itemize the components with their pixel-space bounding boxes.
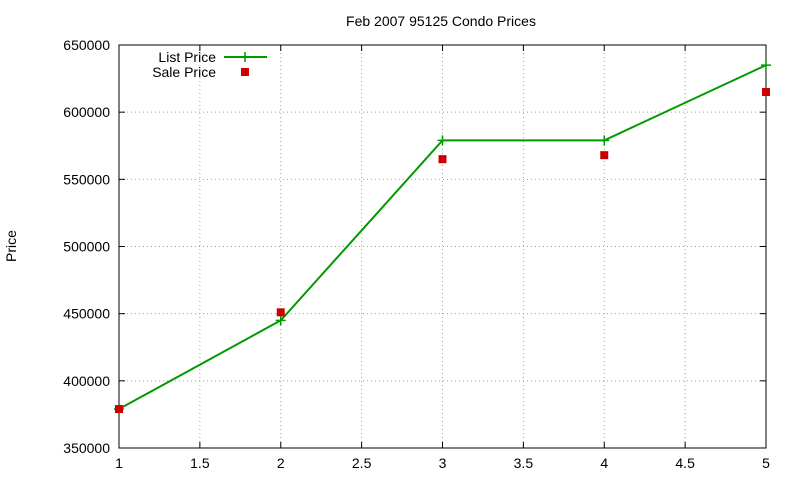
x-tick-label: 1.5 — [190, 455, 210, 471]
sale-price-point — [438, 155, 447, 164]
y-tick-label: 450000 — [63, 306, 110, 322]
x-tick-label: 4.5 — [675, 455, 695, 471]
legend-label: List Price — [158, 49, 216, 65]
chart-title: Feb 2007 95125 Condo Prices — [346, 13, 536, 29]
sale-price-point — [600, 151, 609, 160]
y-tick-label: 500000 — [63, 239, 110, 255]
y-tick-label: 400000 — [63, 373, 110, 389]
sale-price-point — [115, 405, 123, 414]
x-tick-label: 3.5 — [514, 455, 534, 471]
y-tick-label: 650000 — [63, 37, 110, 53]
x-tick-label: 4 — [600, 455, 608, 471]
list-price-point — [599, 135, 610, 146]
legend-square-swatch — [241, 68, 249, 76]
list-price-point — [437, 135, 448, 146]
plot-frame — [118, 44, 767, 449]
legend-cross-swatch — [240, 52, 250, 62]
x-tick-label: 3 — [439, 455, 447, 471]
sale-price-point — [276, 308, 285, 317]
x-tick-label: 2 — [277, 455, 285, 471]
series-layer — [114, 60, 771, 415]
y-tick-label: 600000 — [63, 104, 110, 120]
grid — [119, 45, 766, 448]
legend-label: Sale Price — [152, 64, 216, 80]
x-tick-label: 1 — [115, 455, 123, 471]
list-price-point — [761, 60, 771, 71]
y-tick-label: 550000 — [63, 171, 110, 187]
list-price-point — [275, 315, 286, 326]
x-tick-label: 5 — [762, 455, 770, 471]
axis-ticks: 1 1.5 2 2.5 3 3.5 4 4.5 5 350000 400000 450000 50000… — [63, 37, 770, 471]
sale-price-point — [762, 88, 770, 97]
x-tick-label: 2.5 — [352, 455, 372, 471]
y-axis-label: Price — [3, 230, 19, 262]
y-tick-label: 350000 — [63, 440, 110, 456]
